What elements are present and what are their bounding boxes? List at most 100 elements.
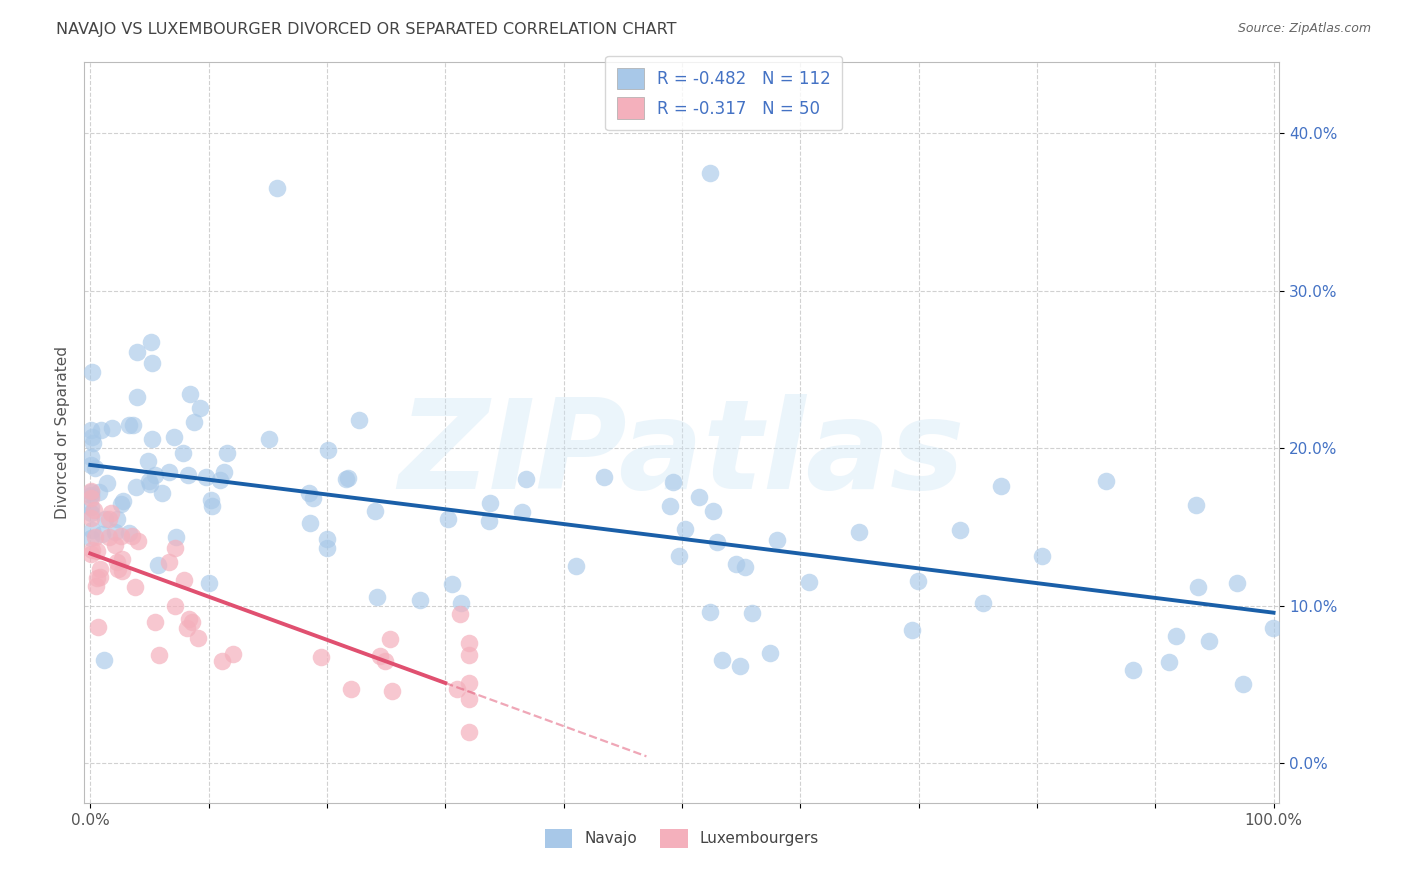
Point [211, 655, 233, 669]
Point [479, 496, 502, 510]
Point [710, 653, 733, 667]
Point [728, 658, 751, 673]
Point [177, 467, 200, 482]
Point [1187, 580, 1209, 594]
Point [173, 574, 195, 588]
Point [972, 596, 994, 610]
Point [458, 648, 481, 662]
Point [80, 506, 103, 520]
Point [143, 615, 166, 629]
Point [100, 506, 122, 520]
Point [458, 676, 481, 690]
Point [101, 421, 124, 435]
Point [111, 564, 134, 578]
Point [449, 607, 471, 621]
Point [111, 551, 134, 566]
Point [127, 533, 149, 548]
Point [104, 524, 127, 539]
Point [734, 560, 756, 574]
Point [316, 442, 339, 457]
Point [84, 530, 107, 544]
Point [141, 356, 163, 370]
Legend: Navajo, Luxembourgers: Navajo, Luxembourgers [538, 822, 825, 855]
Point [688, 490, 710, 504]
Point [105, 512, 128, 526]
Point [706, 535, 728, 549]
Point [1122, 663, 1144, 677]
Point [668, 549, 690, 564]
Point [316, 541, 339, 555]
Point [458, 691, 481, 706]
Point [378, 632, 401, 646]
Point [1031, 549, 1053, 563]
Point [157, 555, 180, 569]
Point [298, 485, 321, 500]
Point [177, 612, 200, 626]
Point [179, 387, 201, 401]
Point [266, 181, 288, 195]
Point [141, 432, 163, 446]
Point [335, 472, 357, 486]
Point [437, 512, 460, 526]
Point [138, 477, 160, 491]
Point [309, 650, 332, 665]
Point [699, 606, 721, 620]
Point [724, 557, 747, 571]
Point [90, 423, 112, 437]
Point [510, 505, 533, 519]
Point [138, 454, 160, 468]
Point [990, 479, 1012, 493]
Point [759, 646, 782, 660]
Point [515, 472, 537, 486]
Text: Source: ZipAtlas.com: Source: ZipAtlas.com [1237, 22, 1371, 36]
Point [766, 533, 789, 547]
Point [221, 647, 243, 661]
Point [212, 465, 235, 479]
Point [901, 623, 924, 637]
Point [1164, 629, 1187, 643]
Point [848, 524, 870, 539]
Point [163, 541, 186, 555]
Point [257, 433, 280, 447]
Point [112, 493, 135, 508]
Point [146, 558, 169, 572]
Text: NAVAJO VS LUXEMBOURGER DIVORCED OR SEPARATED CORRELATION CHART: NAVAJO VS LUXEMBOURGER DIVORCED OR SEPAR… [56, 22, 676, 37]
Point [118, 417, 141, 432]
Point [673, 522, 696, 536]
Point [949, 523, 972, 537]
Point [110, 497, 132, 511]
Point [450, 596, 472, 610]
Point [80, 543, 103, 558]
Point [1095, 475, 1118, 489]
Point [197, 576, 219, 591]
Point [97, 530, 120, 544]
Point [374, 654, 396, 668]
Point [87, 620, 110, 634]
Point [125, 480, 148, 494]
Point [86, 544, 108, 558]
Point [565, 558, 588, 573]
Point [80, 511, 103, 525]
Point [121, 529, 143, 543]
Point [201, 500, 224, 514]
Point [80, 491, 103, 505]
Point [84, 461, 107, 475]
Y-axis label: Divorced or Separated: Divorced or Separated [55, 346, 70, 519]
Point [658, 500, 681, 514]
Point [368, 648, 391, 663]
Point [181, 615, 204, 629]
Point [366, 591, 388, 605]
Point [347, 413, 370, 427]
Point [188, 401, 211, 415]
Point [82, 365, 104, 379]
Point [125, 390, 148, 404]
Point [315, 532, 337, 546]
Point [699, 166, 721, 180]
Point [80, 424, 103, 438]
Point [1185, 498, 1208, 512]
Point [86, 578, 108, 592]
Point [1226, 575, 1249, 590]
Point [80, 500, 103, 515]
Point [1261, 621, 1284, 635]
Point [298, 516, 321, 531]
